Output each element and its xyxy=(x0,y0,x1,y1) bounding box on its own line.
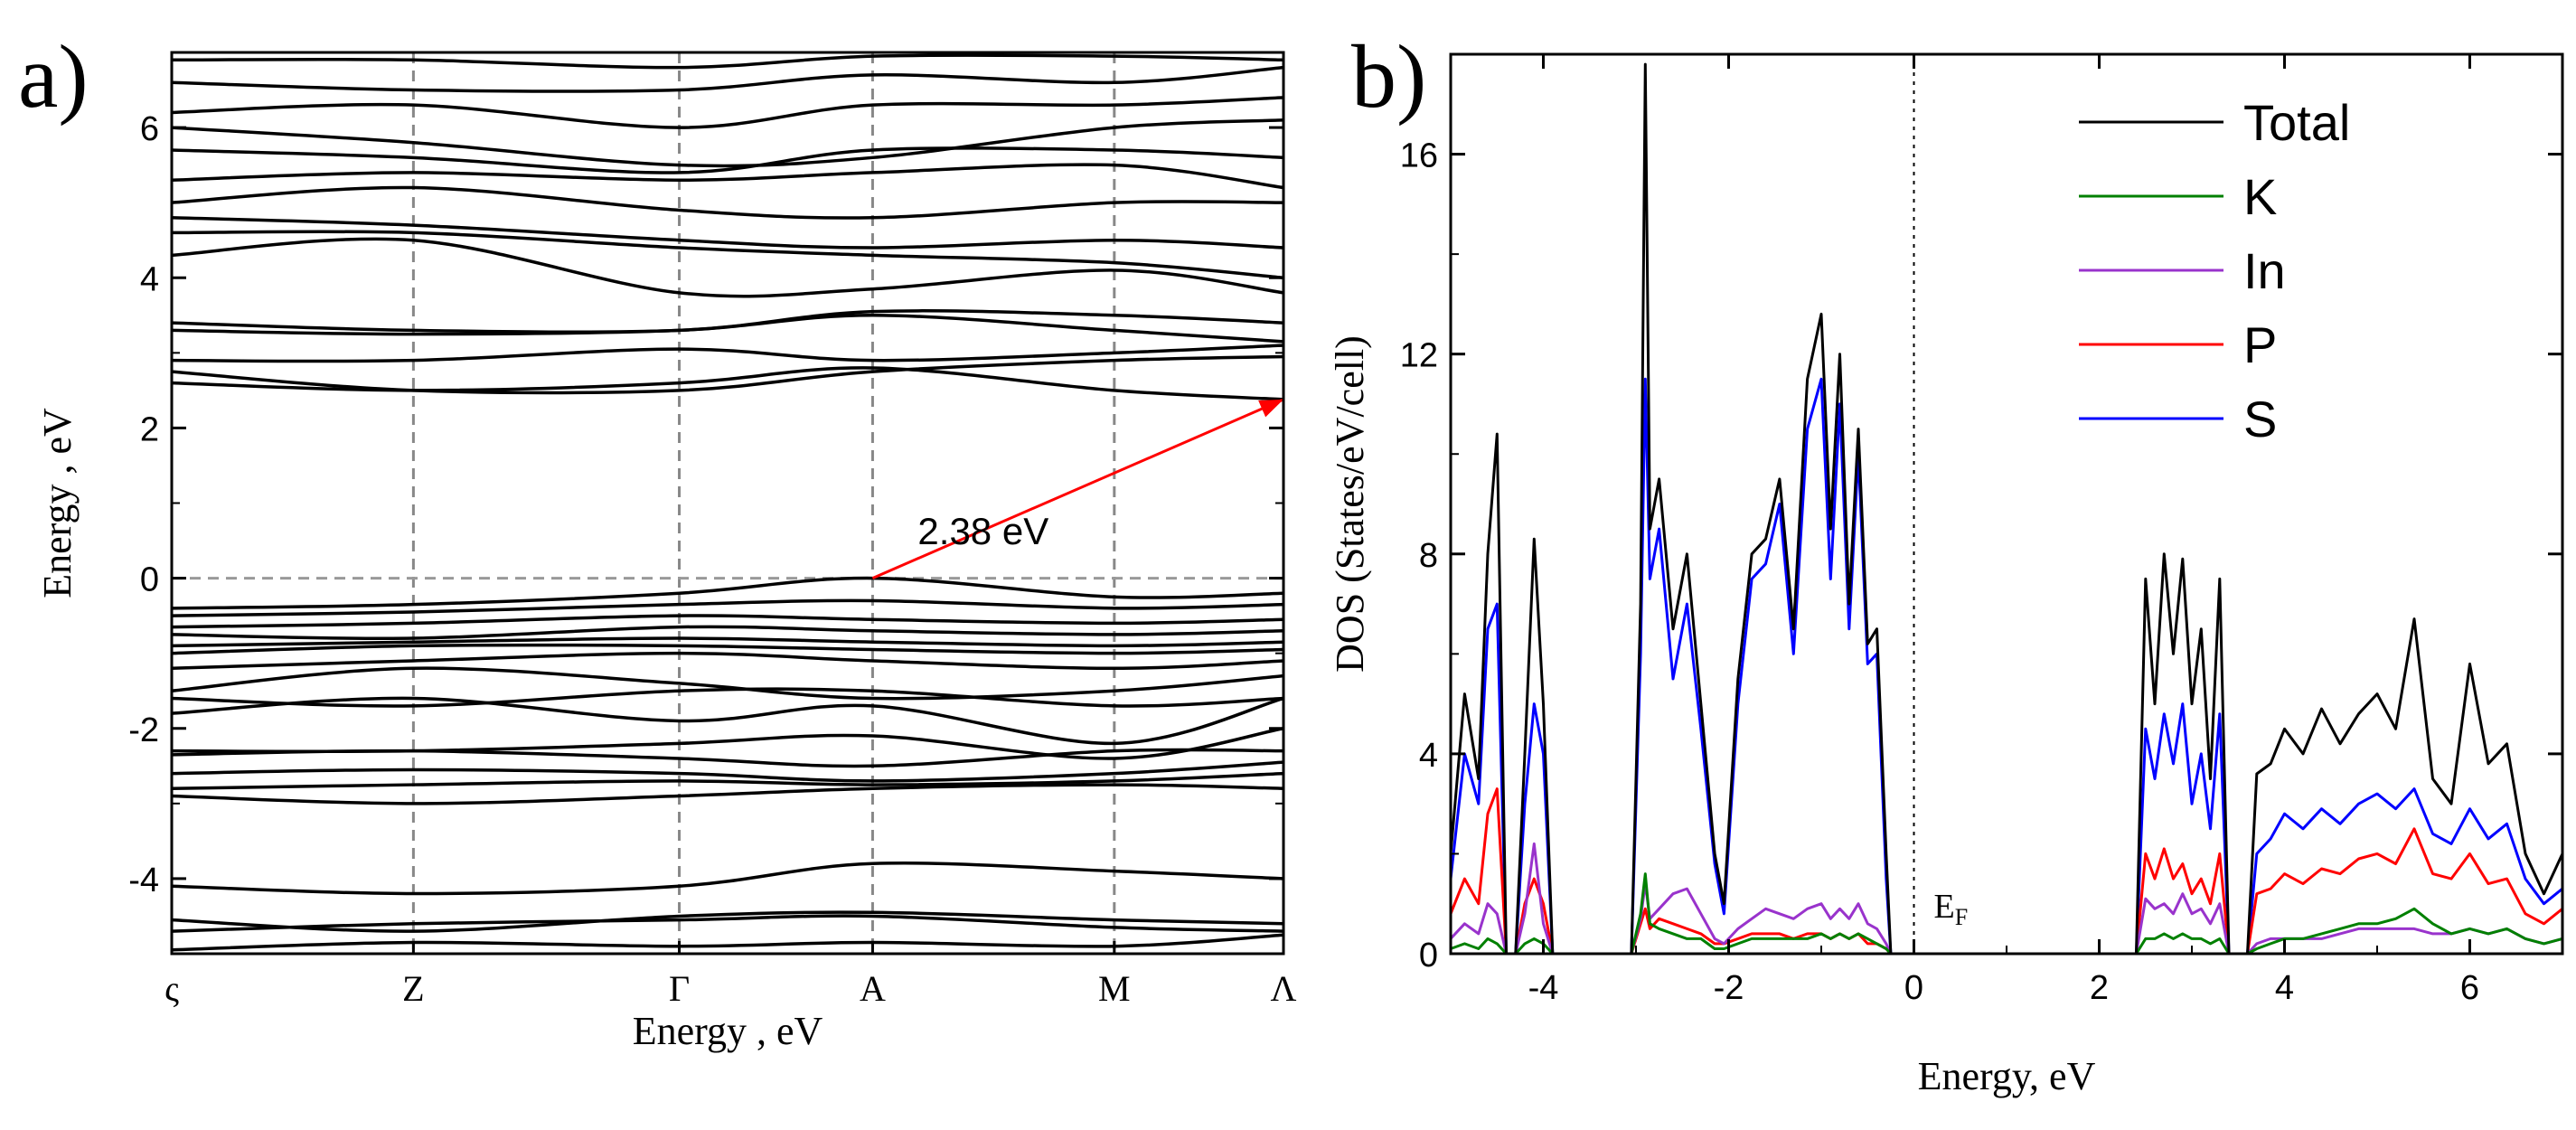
series-in xyxy=(1449,842,2563,956)
band-line xyxy=(171,636,1284,648)
k-point-label: Γ xyxy=(669,968,690,1009)
y-tick-label: 4 xyxy=(140,260,159,298)
band-line xyxy=(171,666,1284,701)
fermi-label: EF xyxy=(1934,888,1969,930)
y-axis-label-b: DOS (States/eV/cell) xyxy=(1328,335,1372,673)
legend-label-s: S xyxy=(2243,391,2277,447)
k-point-gridlines xyxy=(411,52,1116,954)
band-line xyxy=(171,230,1284,279)
dos-series xyxy=(1449,62,2564,956)
k-point-label: ς xyxy=(165,968,179,1009)
y-tick-label: -2 xyxy=(128,711,159,749)
gap-arrow-line xyxy=(871,398,1284,579)
k-point-label: M xyxy=(1098,968,1131,1009)
y-axis-label-a: Energy , eV xyxy=(35,408,80,598)
band-line xyxy=(171,783,1284,805)
band-line xyxy=(171,146,1284,174)
k-point-label: Z xyxy=(402,968,424,1009)
band-line xyxy=(171,344,1284,363)
k-point-label: A xyxy=(860,968,886,1009)
x-tick-label: 4 xyxy=(2275,969,2294,1007)
fermi-label-main: E xyxy=(1934,888,1955,926)
series-s xyxy=(1449,377,2563,956)
y-axis-ticks-b: 0 4 8 12 16 xyxy=(1400,53,2562,975)
x-axis-label-b: Energy, eV xyxy=(1918,1054,2096,1098)
y-tick-label: -4 xyxy=(128,862,159,899)
band-line xyxy=(171,914,1284,933)
legend-label-k: K xyxy=(2243,168,2277,225)
x-tick-label: 2 xyxy=(2090,969,2109,1007)
band-line xyxy=(171,185,1284,220)
band-line xyxy=(171,598,1284,617)
band-line xyxy=(171,651,1284,671)
x-axis-label-a: Energy , eV xyxy=(633,1009,823,1053)
gap-arrow-head xyxy=(1258,399,1283,418)
series-total xyxy=(1449,62,2564,956)
k-point-label: Λ xyxy=(1270,968,1296,1009)
band-line xyxy=(171,366,1284,401)
dos-plot: -4 -2 0 2 4 6 0 4 8 12 16 Total K In PS EF Energy, e… xyxy=(1328,52,2564,1098)
x-axis-ticks-b: -4 -2 0 2 4 6 xyxy=(1450,54,2563,1007)
band-line xyxy=(171,771,1284,790)
x-tick-label: -2 xyxy=(1714,969,1744,1007)
legend: Total K In PS xyxy=(2079,94,2350,447)
y-tick-label: 0 xyxy=(1419,937,1438,975)
band-line xyxy=(171,216,1284,250)
band-line xyxy=(171,643,1284,655)
x-tick-label: -4 xyxy=(1528,969,1559,1007)
band-line xyxy=(171,696,1284,746)
band-line xyxy=(171,862,1284,896)
fermi-label-sub: F xyxy=(1955,904,1968,930)
band-line xyxy=(171,933,1284,952)
band-line xyxy=(171,237,1284,298)
band-line xyxy=(171,118,1284,168)
y-tick-label: 6 xyxy=(140,110,159,148)
legend-label-p: P xyxy=(2243,316,2277,373)
y-axis-ticks-a: -4 -2 0 2 4 6 xyxy=(128,52,1283,955)
band-line xyxy=(171,910,1284,933)
y-tick-label: 0 xyxy=(140,561,159,599)
band-line xyxy=(171,65,1284,93)
plot-frame-a xyxy=(170,51,1285,956)
band-line xyxy=(171,354,1284,395)
y-tick-label: 12 xyxy=(1400,337,1438,375)
legend-label-total: Total xyxy=(2243,94,2350,151)
band-line xyxy=(171,96,1284,129)
series-k xyxy=(1450,872,2563,956)
plot-frame-b xyxy=(1449,52,2564,956)
panel-label-a: a) xyxy=(18,26,89,127)
y-tick-label: 8 xyxy=(1419,537,1438,575)
x-tick-label: 6 xyxy=(2460,969,2479,1007)
band-line xyxy=(171,727,1284,760)
band-line xyxy=(171,625,1284,641)
y-tick-label: 16 xyxy=(1400,137,1438,175)
band-line xyxy=(171,576,1284,610)
y-tick-label: 2 xyxy=(140,410,159,448)
band-structure-plot: 2.38 eV -4 -2 0 2 4 6 ς Z Γ A M Λ Energy , eV Ener… xyxy=(35,51,1297,1053)
gap-label: 2.38 eV xyxy=(917,510,1048,552)
band-line xyxy=(171,614,1284,629)
band-line xyxy=(171,309,1284,334)
band-line xyxy=(171,760,1284,783)
x-tick-label: 0 xyxy=(1904,969,1923,1007)
band-lines xyxy=(171,53,1284,952)
y-tick-label: 4 xyxy=(1419,737,1438,775)
gap-arrow xyxy=(871,398,1284,579)
panel-label-b: b) xyxy=(1351,26,1426,127)
band-line xyxy=(171,163,1284,190)
legend-label-in: In xyxy=(2243,242,2286,299)
band-line xyxy=(171,53,1284,70)
